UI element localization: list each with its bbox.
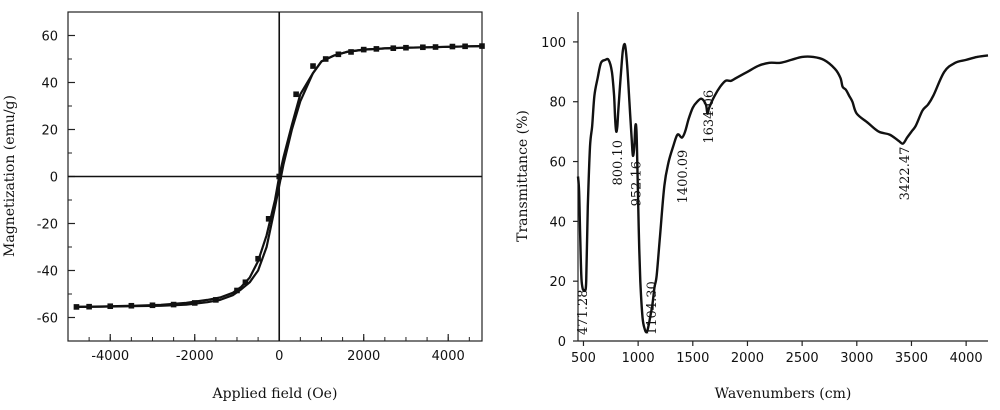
hysteresis-marker	[449, 43, 456, 50]
left-y-tick-label: -40	[37, 265, 58, 280]
hysteresis-marker	[213, 297, 219, 303]
right-x-tick-label: 500	[571, 351, 596, 366]
left-x-axis-label: Applied field (Oe)	[212, 386, 338, 402]
left-y-axis-label: Magnetization (emu/g)	[2, 95, 18, 257]
left-tick-group: -4000 -2000 0 2000 4000 -60 -40 -20 0 20 40 60	[37, 11, 470, 364]
right-x-tick-label: 2000	[731, 351, 764, 366]
transmittance-line	[576, 42, 989, 334]
hysteresis-marker	[322, 56, 329, 62]
left-y-tick-label: -20	[37, 218, 58, 233]
hysteresis-marker	[107, 303, 114, 310]
hysteresis-marker	[73, 304, 80, 310]
left-y-tick-label: 60	[41, 30, 58, 45]
hysteresis-marker	[265, 216, 272, 222]
peak-label: 800.10	[611, 140, 626, 186]
right-tick-group: 500 1000 1500 2000 2500 3000 3500 4000 0 20 40 60 80…	[541, 36, 983, 366]
hysteresis-marker	[335, 51, 342, 58]
hysteresis-marker	[293, 91, 299, 98]
right-x-tick-label: 3500	[895, 351, 928, 366]
left-x-tick-label: -4000	[91, 349, 129, 364]
hysteresis-marker	[390, 45, 397, 51]
hysteresis-marker	[149, 302, 156, 309]
hysteresis-marker	[255, 255, 261, 262]
hysteresis-marker	[128, 302, 135, 309]
peak-label: 471.28	[576, 289, 591, 335]
peak-annotations: 471.28 800.10 952.16 1104.30 1400.09 1634.06 3…	[576, 90, 913, 335]
right-y-tick-label: 0	[558, 335, 566, 350]
right-y-axis-label: Transmittance (%)	[515, 110, 531, 242]
right-y-tick-label: 40	[549, 215, 566, 230]
hysteresis-series	[73, 43, 485, 310]
hysteresis-marker	[462, 43, 468, 50]
left-x-tick-label: 4000	[432, 349, 465, 364]
left-y-tick-label: 20	[41, 124, 58, 139]
right-x-axis-label: Wavenumbers (cm)	[715, 386, 852, 402]
hysteresis-marker	[170, 301, 177, 308]
left-y-tick-label: -60	[37, 312, 58, 327]
peak-label: 952.16	[629, 161, 644, 207]
right-x-tick-label: 1500	[676, 351, 709, 366]
hysteresis-marker	[403, 44, 409, 51]
right-y-tick-label: 20	[549, 275, 566, 290]
left-x-tick-label: 0	[275, 349, 283, 364]
peak-label: 3422.47	[898, 147, 913, 201]
hysteresis-marker	[86, 303, 92, 310]
left-y-tick-label: 0	[50, 171, 58, 186]
right-x-tick-label: 2500	[786, 351, 819, 366]
hysteresis-marker	[191, 300, 198, 306]
hysteresis-marker	[479, 43, 485, 49]
hysteresis-marker	[348, 49, 354, 55]
hysteresis-marker	[310, 63, 316, 69]
peak-label: 1104.30	[645, 281, 660, 335]
right-x-tick-label: 1000	[622, 351, 655, 366]
peak-label: 1400.09	[676, 150, 691, 204]
hysteresis-marker	[276, 173, 283, 180]
hysteresis-marker	[420, 44, 426, 51]
left-x-tick-label: 2000	[347, 349, 380, 364]
hysteresis-marker	[242, 279, 249, 286]
hysteresis-marker	[234, 287, 240, 294]
left-x-tick-label: -2000	[176, 349, 214, 364]
magnetization-chart: -4000 -2000 0 2000 4000 -60 -40 -20 0 20 40 60 Appl…	[2, 11, 485, 402]
peak-label: 1634.06	[702, 90, 717, 144]
right-y-tick-label: 60	[549, 156, 566, 171]
transmittance-series	[576, 42, 989, 334]
right-y-tick-label: 80	[549, 96, 566, 111]
hysteresis-marker	[373, 46, 380, 52]
right-y-tick-label: 100	[541, 36, 566, 51]
hysteresis-marker	[432, 44, 439, 50]
ftir-chart: 500 1000 1500 2000 2500 3000 3500 4000 0 20 40 60 80…	[515, 12, 989, 402]
right-x-tick-label: 3000	[840, 351, 873, 366]
hysteresis-marker	[360, 46, 367, 53]
left-y-tick-label: 40	[41, 77, 58, 92]
right-x-tick-label: 4000	[950, 351, 983, 366]
